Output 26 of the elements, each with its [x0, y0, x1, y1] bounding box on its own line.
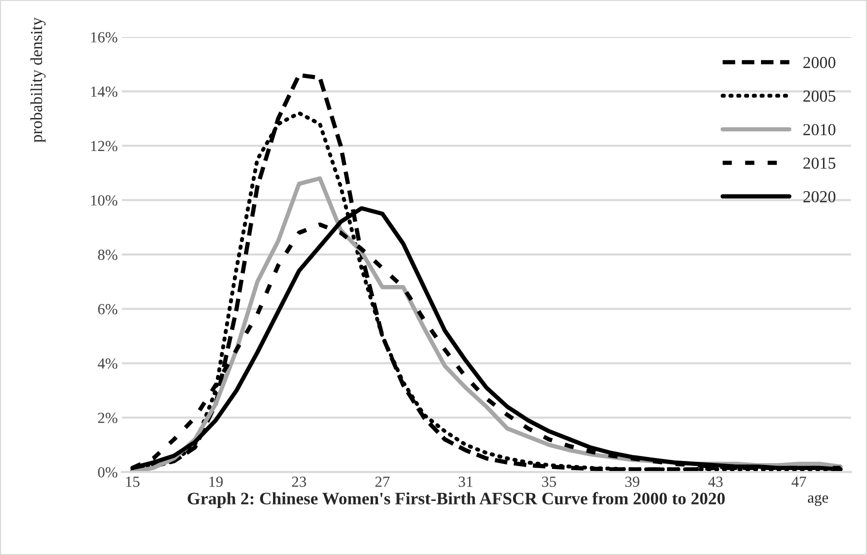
- y-tick-label: 4%: [98, 358, 118, 369]
- x-tick-label: 23: [292, 476, 306, 487]
- y-tick-label: 0%: [98, 467, 118, 478]
- x-tick-label: 35: [542, 476, 556, 487]
- legend-label: 2020: [803, 191, 836, 202]
- legend-label: 2010: [803, 124, 836, 136]
- y-tick-label: 6%: [98, 304, 118, 314]
- y-tick-label: 2%: [98, 412, 118, 424]
- legend-label: 2015: [803, 158, 836, 169]
- x-tick-label: 39: [625, 476, 640, 487]
- x-tick-label: 43: [708, 476, 723, 487]
- x-tick-label: 27: [375, 476, 390, 487]
- legend-label: 2005: [803, 90, 836, 102]
- y-tick-label: 10%: [91, 195, 118, 206]
- y-tick-label: 16%: [91, 32, 118, 42]
- text: Graph 2: Chinese Women's First-Birth AFSCR Curve from 2000 to 2020: [188, 492, 725, 508]
- y-axis-title: probability density: [30, 17, 46, 142]
- y-tick-label: 14%: [91, 86, 118, 97]
- x-tick-label: 47: [792, 476, 806, 487]
- y-tick-label: 12%: [91, 140, 118, 152]
- y-tick-label: 8%: [98, 250, 118, 260]
- x-axis-title: age: [808, 494, 828, 506]
- x-tick-label: 15: [126, 476, 140, 487]
- x-tick-label: 31: [458, 476, 472, 487]
- x-tick-label: 19: [209, 476, 223, 487]
- legend-label: 2000: [803, 56, 836, 68]
